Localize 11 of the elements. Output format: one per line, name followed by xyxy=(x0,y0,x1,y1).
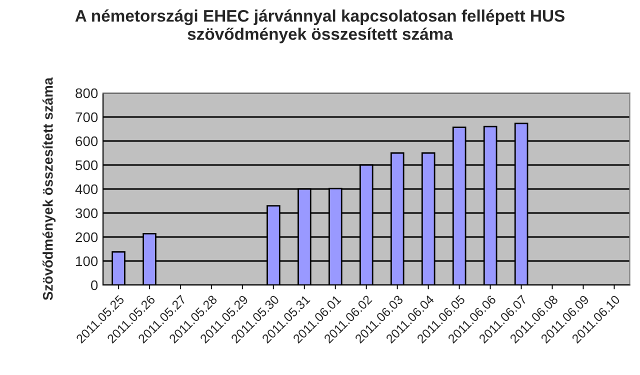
y-tick-label: 0 xyxy=(91,280,98,290)
y-tick-label: 700 xyxy=(76,112,98,122)
y-tick-label: 400 xyxy=(75,184,98,194)
y-tick-label: 600 xyxy=(76,136,98,146)
y-tick-label: 500 xyxy=(76,160,98,170)
chart-title: A németországi EHEC járvánnyal kapcsolatosan fellépett HUS szövődmények összesített száma xyxy=(75,9,564,44)
y-tick-label: 100 xyxy=(76,256,98,266)
y-tick-label: 200 xyxy=(76,232,98,242)
y-tick-label: 800 xyxy=(76,88,98,98)
y-axis-title: Szövődmények összesített száma xyxy=(42,77,56,300)
y-tick-label: 300 xyxy=(76,208,98,218)
